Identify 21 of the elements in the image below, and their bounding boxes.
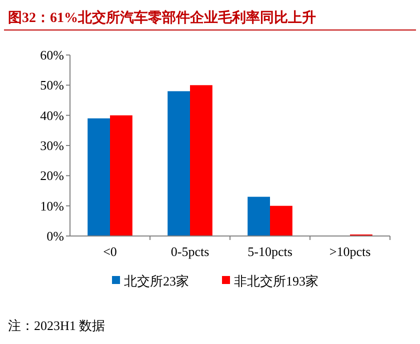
bar bbox=[190, 85, 212, 236]
x-tick-label: <0 bbox=[103, 244, 117, 259]
x-tick-label: >10pcts bbox=[329, 244, 371, 259]
bar bbox=[110, 115, 132, 236]
text: 注：2023H1 数据 bbox=[8, 318, 106, 333]
legend-label: 北交所23家 bbox=[124, 274, 189, 289]
y-tick-label: 20% bbox=[40, 168, 64, 184]
y-tick-label: 0% bbox=[46, 228, 64, 244]
bar bbox=[248, 196, 270, 236]
y-tick-label: 10% bbox=[40, 198, 64, 214]
bar bbox=[168, 91, 190, 236]
legend-label: 非北交所193家 bbox=[234, 274, 318, 289]
x-tick-label: 0-5pcts bbox=[170, 244, 210, 259]
y-tick-label: 60% bbox=[40, 48, 64, 63]
y-tick-label: 40% bbox=[40, 108, 64, 123]
chart-title: 图32：61%北交所汽车零部件企业毛利率同比上升 bbox=[8, 9, 316, 26]
y-tick-label: 50% bbox=[40, 78, 64, 93]
bar bbox=[270, 206, 292, 236]
y-tick-label: 30% bbox=[40, 138, 64, 154]
bar bbox=[88, 118, 110, 236]
x-tick-label: 5-10pcts bbox=[248, 244, 292, 259]
